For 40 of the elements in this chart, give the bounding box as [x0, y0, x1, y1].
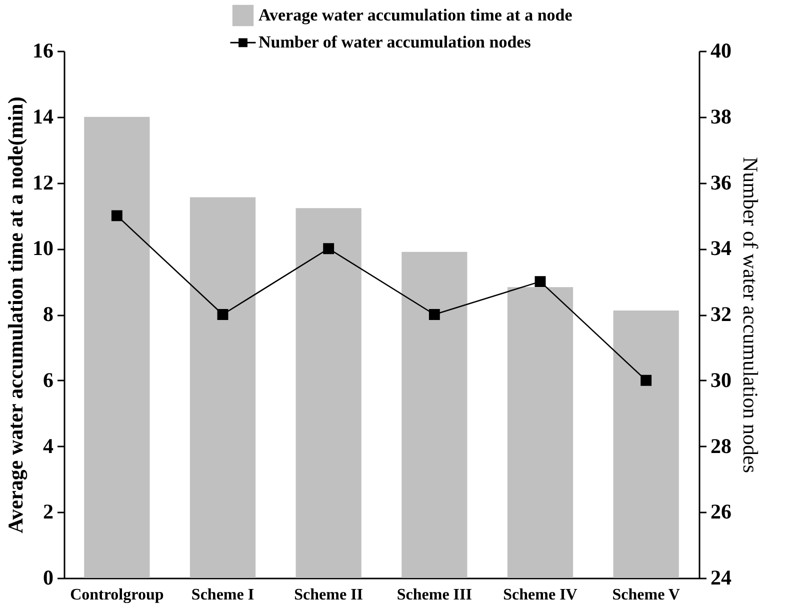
- legend-label: Average water accumulation time at a node: [258, 6, 573, 24]
- point: [111, 210, 122, 222]
- y-axis-title: Average water accumulation time at a node(min): [4, 96, 28, 534]
- x-tick-label: Controlgroup: [70, 586, 164, 604]
- point: [534, 276, 546, 288]
- y2-tick-label: 34: [710, 236, 732, 260]
- point: [217, 309, 228, 320]
- bar: [296, 208, 362, 578]
- y2-tick-label: 40: [710, 38, 732, 62]
- y-tick-label: 0: [43, 566, 54, 590]
- x-tick-label: Scheme I: [191, 586, 254, 604]
- bar: [507, 287, 574, 578]
- y-tick-label: 4: [43, 434, 54, 458]
- y-tick-label: 14: [32, 104, 54, 128]
- bar: [190, 197, 256, 578]
- bar: [613, 310, 679, 578]
- y-tick-label: 16: [32, 38, 54, 62]
- y2-tick-label: 26: [710, 500, 732, 524]
- y2-axis-title: Number of water accumulation nodes: [738, 156, 762, 474]
- y-tick-label: 8: [43, 302, 54, 326]
- bar: [402, 252, 468, 578]
- point: [640, 374, 652, 386]
- y2-tick-label: 36: [710, 170, 732, 194]
- y-tick-label: 12: [32, 170, 54, 194]
- x-tick-label: Scheme II: [294, 586, 364, 604]
- point: [428, 309, 440, 320]
- x-tick-label: Scheme III: [396, 586, 472, 604]
- x-tick-label: Scheme IV: [503, 586, 578, 604]
- y2-tick-label: 32: [710, 302, 732, 326]
- bar: [84, 116, 150, 578]
- x-tick-label: Scheme V: [612, 586, 680, 604]
- y-tick-label: 2: [43, 500, 54, 524]
- y-tick-label: 6: [43, 368, 54, 392]
- y2-tick-label: 30: [710, 368, 732, 392]
- y-tick-label: 10: [32, 236, 54, 260]
- point: [323, 243, 334, 254]
- y2-tick-label: 28: [710, 434, 732, 458]
- y2-tick-label: 24: [710, 566, 732, 590]
- y2-tick-label: 38: [710, 104, 732, 128]
- legend-label: Number of water accumulation nodes: [258, 32, 532, 52]
